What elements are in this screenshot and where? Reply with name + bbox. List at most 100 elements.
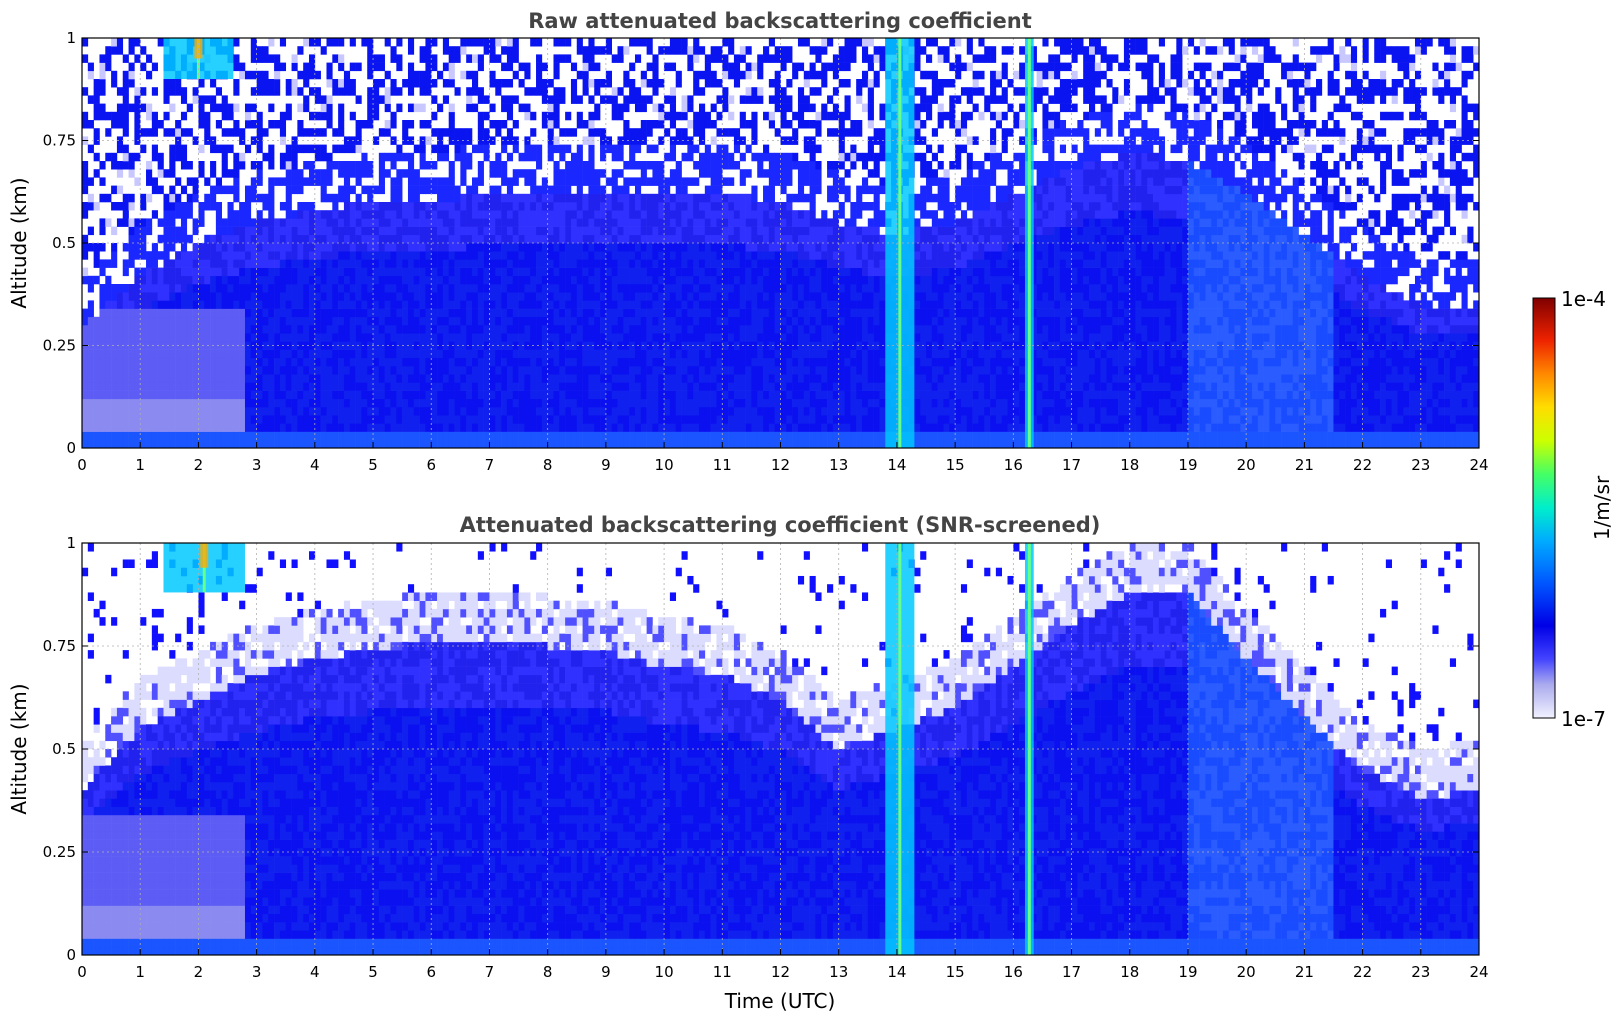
heat-cell [140,423,147,432]
heat-cell [361,234,368,244]
heat-cell [367,243,374,252]
heat-cell [227,144,234,154]
heat-cell [582,341,589,350]
heat-cell [640,128,647,137]
heat-cell [745,120,752,129]
heat-cell [454,300,461,309]
heat-cell [169,210,176,219]
heat-cell [373,234,380,244]
heat-cell [722,300,729,309]
heat-cell [733,79,741,88]
heat-cell [390,300,397,309]
heat-cell [483,349,490,359]
heat-cell [757,374,764,383]
heat-cell [285,152,292,162]
heat-cell [658,357,665,367]
heat-cell [250,161,257,170]
heat-cell [605,382,612,391]
heat-cell [268,177,275,186]
heat-cell [803,95,810,104]
heat-cell [786,341,793,350]
heat-cell [122,382,129,391]
heat-cell [664,284,671,293]
heat-cell [745,251,752,260]
heat-cell [664,390,671,400]
heat-cell [722,349,729,359]
heat-cell [373,300,380,309]
heat-cell [640,308,647,318]
heat-cell [303,275,310,285]
heat-cell [151,316,158,326]
heat-cell [472,341,479,350]
heat-cell [797,349,805,359]
heat-cell [128,357,135,367]
heat-cell [768,202,775,211]
heat-cell [367,382,374,391]
heat-cell [495,234,502,244]
heat-cell [122,415,129,424]
heat-cell [309,349,316,359]
heat-cell [483,366,490,375]
heat-cell [664,95,671,104]
heat-cell [501,423,508,432]
heat-cell [180,349,188,359]
heat-cell [437,390,444,400]
heat-cell [768,349,775,359]
heat-cell [646,292,653,301]
heat-cell [477,111,484,121]
heat-cell [751,431,758,441]
heat-cell [332,407,339,416]
heat-cell [448,374,455,383]
heat-cell [343,325,351,334]
heat-cell [646,226,653,236]
heat-cell [309,111,316,121]
heat-cell [501,243,508,252]
heat-cell [658,398,665,408]
heat-cell [693,218,700,227]
heat-cell [134,366,141,375]
heat-cell [82,366,89,375]
heat-cell [175,439,182,449]
heat-cell [349,259,356,268]
heat-cell [82,210,89,219]
heat-cell [378,185,385,195]
heat-cell [501,300,508,309]
heat-cell [466,251,473,260]
heat-cell [413,325,420,334]
heat-cell [448,218,455,227]
heat-cell [652,333,659,342]
heat-cell [699,382,706,391]
heat-cell [378,325,385,334]
heat-cell [780,423,787,432]
heat-cell [704,251,711,260]
heat-cell [797,193,805,203]
heat-cell [722,38,729,47]
heat-cell [704,415,711,424]
heat-cell [763,316,770,326]
heat-cell [472,38,479,47]
heat-cell [343,87,351,96]
heat-cell [681,439,688,449]
heat-cell [198,341,205,350]
heat-cell [384,366,391,375]
heat-cell [442,210,450,219]
heat-cell [233,423,240,432]
heat-cell [570,210,578,219]
heat-cell [704,357,711,367]
heat-cell [448,46,455,55]
heat-cell [233,431,240,441]
heat-cell [326,103,333,113]
heat-cell [483,398,490,408]
heat-cell [297,407,304,416]
heat-cell [105,46,112,55]
heat-cell [384,226,391,236]
heat-cell [559,333,566,342]
heat-cell [355,333,362,342]
heat-cell [524,423,531,432]
heat-cell [774,251,781,260]
heat-cell [739,390,746,400]
heat-cell [553,423,560,432]
heat-cell [419,152,426,162]
heat-cell [675,267,682,277]
heat-cell [466,300,473,309]
